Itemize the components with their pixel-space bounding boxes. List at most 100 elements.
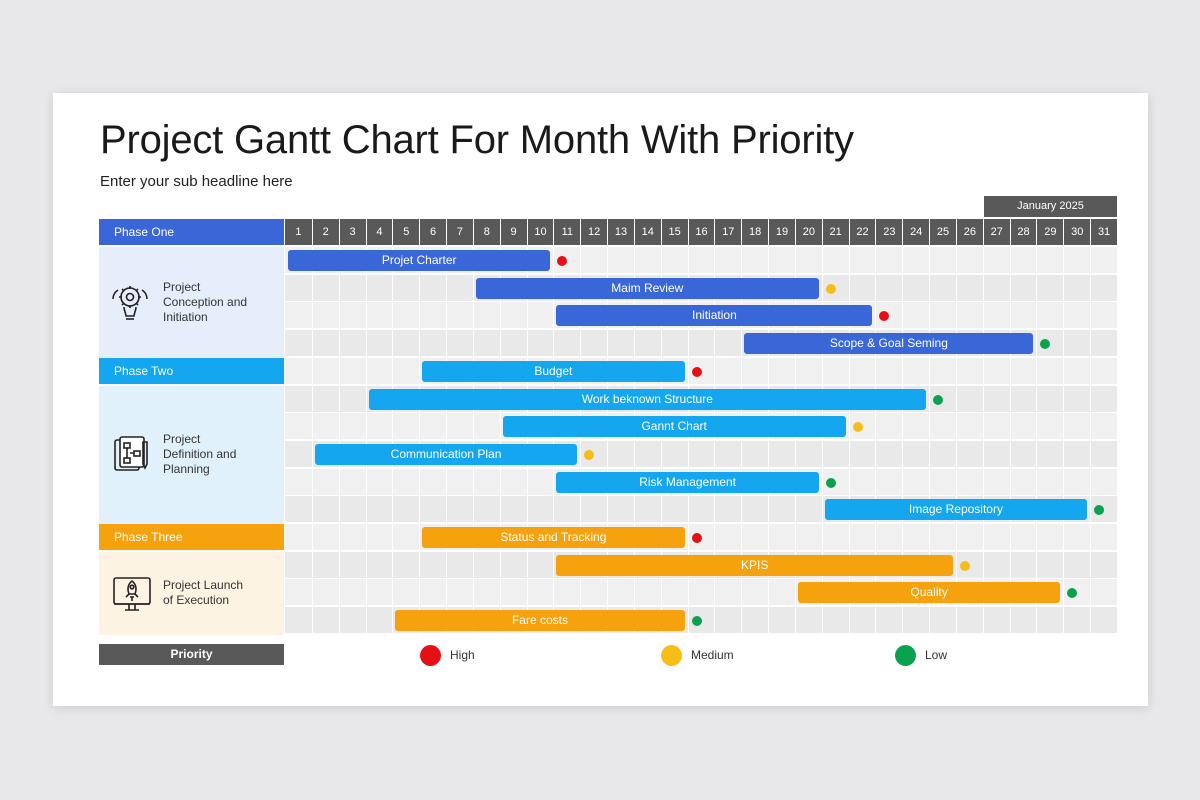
grid-cell xyxy=(392,330,420,357)
task-bar[interactable]: Image Repository xyxy=(824,499,1088,521)
grid-cell xyxy=(553,579,581,606)
grid-cell xyxy=(1036,413,1064,440)
day-label: 30 xyxy=(1063,219,1090,245)
grid-cell xyxy=(1090,579,1117,606)
grid-cell xyxy=(472,413,500,440)
task-bar[interactable]: Work beknown Structure xyxy=(368,388,927,410)
grid-cell xyxy=(794,247,822,273)
phase-body: Project Definition and Planning xyxy=(99,385,284,524)
grid-cell xyxy=(660,247,688,273)
day-label: 23 xyxy=(875,219,902,245)
task-bar[interactable]: Fare costs xyxy=(395,610,685,632)
grid-cell xyxy=(1063,524,1091,550)
grid-cell xyxy=(714,524,742,550)
grid-cell xyxy=(365,524,393,550)
task-bar[interactable]: Projet Charter xyxy=(288,250,551,271)
grid-cell xyxy=(687,247,715,273)
grid-cell xyxy=(526,468,554,495)
grid-cell xyxy=(902,357,930,384)
grid-cell xyxy=(714,496,742,523)
grid-cell xyxy=(419,302,447,329)
grid-cell xyxy=(553,496,581,523)
task-bar[interactable]: Budget xyxy=(422,360,685,382)
phase-body: Project Launch of Execution xyxy=(99,551,284,635)
grid-cell xyxy=(955,385,983,412)
grid-cell xyxy=(902,524,930,550)
task-bar[interactable]: Risk Management xyxy=(556,471,819,493)
grid-cell xyxy=(929,357,956,384)
grid-cell xyxy=(365,274,393,301)
grid-cell xyxy=(821,247,849,273)
grid-cell xyxy=(285,551,312,578)
grid-cell xyxy=(821,607,849,634)
grid-cell xyxy=(714,357,742,384)
grid-cell xyxy=(1036,524,1064,550)
grid-cell xyxy=(741,496,769,523)
phase-description-line: Conception and xyxy=(163,294,248,309)
day-label: 22 xyxy=(848,219,876,245)
grid-cell xyxy=(982,357,1010,384)
day-label: 9 xyxy=(499,219,527,245)
priority-dot xyxy=(584,449,595,460)
task-bar[interactable]: KPIS xyxy=(556,554,953,576)
grid-cell xyxy=(1036,274,1064,301)
grid-cell xyxy=(311,385,339,412)
day-label: 11 xyxy=(553,219,580,245)
priority-dot xyxy=(1067,588,1078,599)
grid-cell xyxy=(365,302,393,329)
grid-cell xyxy=(741,524,769,550)
grid-cell xyxy=(848,524,876,550)
grid-cell xyxy=(768,524,795,550)
day-label: 31 xyxy=(1090,219,1117,245)
grid-cell xyxy=(392,302,420,329)
grid-cell xyxy=(714,247,742,273)
grid-cell xyxy=(660,440,688,467)
grid-cell xyxy=(955,274,983,301)
day-label: 2 xyxy=(311,219,339,245)
grid-cell xyxy=(768,440,795,467)
grid-cell xyxy=(902,274,930,301)
grid-cell xyxy=(285,274,312,301)
grid-cell xyxy=(419,468,447,495)
task-bar[interactable]: Maim Review xyxy=(475,277,819,299)
grid-cell xyxy=(311,274,339,301)
task-bar[interactable]: Scope & Goal Seming xyxy=(744,333,1034,355)
task-bar[interactable]: Initiation xyxy=(556,305,873,327)
grid-cell xyxy=(982,247,1010,273)
grid-cell xyxy=(419,413,447,440)
day-label: 4 xyxy=(365,219,393,245)
grid-cell xyxy=(794,607,822,634)
grid-cell xyxy=(821,440,849,467)
day-label: 8 xyxy=(472,219,500,245)
grid-cell xyxy=(687,330,715,357)
grid-cell xyxy=(1009,302,1037,329)
grid-cell xyxy=(794,524,822,550)
phase-description-line: Project Launch xyxy=(163,578,244,593)
grid-cell xyxy=(1036,357,1064,384)
grid-cell xyxy=(982,440,1010,467)
page-subtitle: Enter your sub headline here xyxy=(100,173,293,190)
priority-dot xyxy=(1094,505,1105,516)
grid-cell xyxy=(1036,440,1064,467)
grid-cell xyxy=(311,357,339,384)
grid-cell xyxy=(311,607,339,634)
task-bar[interactable]: Status and Tracking xyxy=(422,527,685,548)
task-bar[interactable]: Gannt Chart xyxy=(502,416,846,438)
legend-dot xyxy=(661,645,682,666)
priority-dot xyxy=(852,422,863,433)
grid-cell xyxy=(311,551,339,578)
grid-cell xyxy=(338,551,366,578)
grid-cell xyxy=(1036,468,1064,495)
grid-cell xyxy=(365,607,393,634)
grid-cell xyxy=(285,330,312,357)
grid-cell xyxy=(1063,551,1091,578)
grid-cell xyxy=(1063,302,1091,329)
grid-cell xyxy=(1090,385,1117,412)
task-bar[interactable]: Communication Plan xyxy=(314,443,578,465)
day-label: 16 xyxy=(687,219,715,245)
grid-cell xyxy=(338,330,366,357)
phase-description-line: Project xyxy=(163,432,201,447)
grid-cell xyxy=(1090,440,1117,467)
grid-cell xyxy=(446,496,473,523)
task-bar[interactable]: Quality xyxy=(797,582,1061,604)
